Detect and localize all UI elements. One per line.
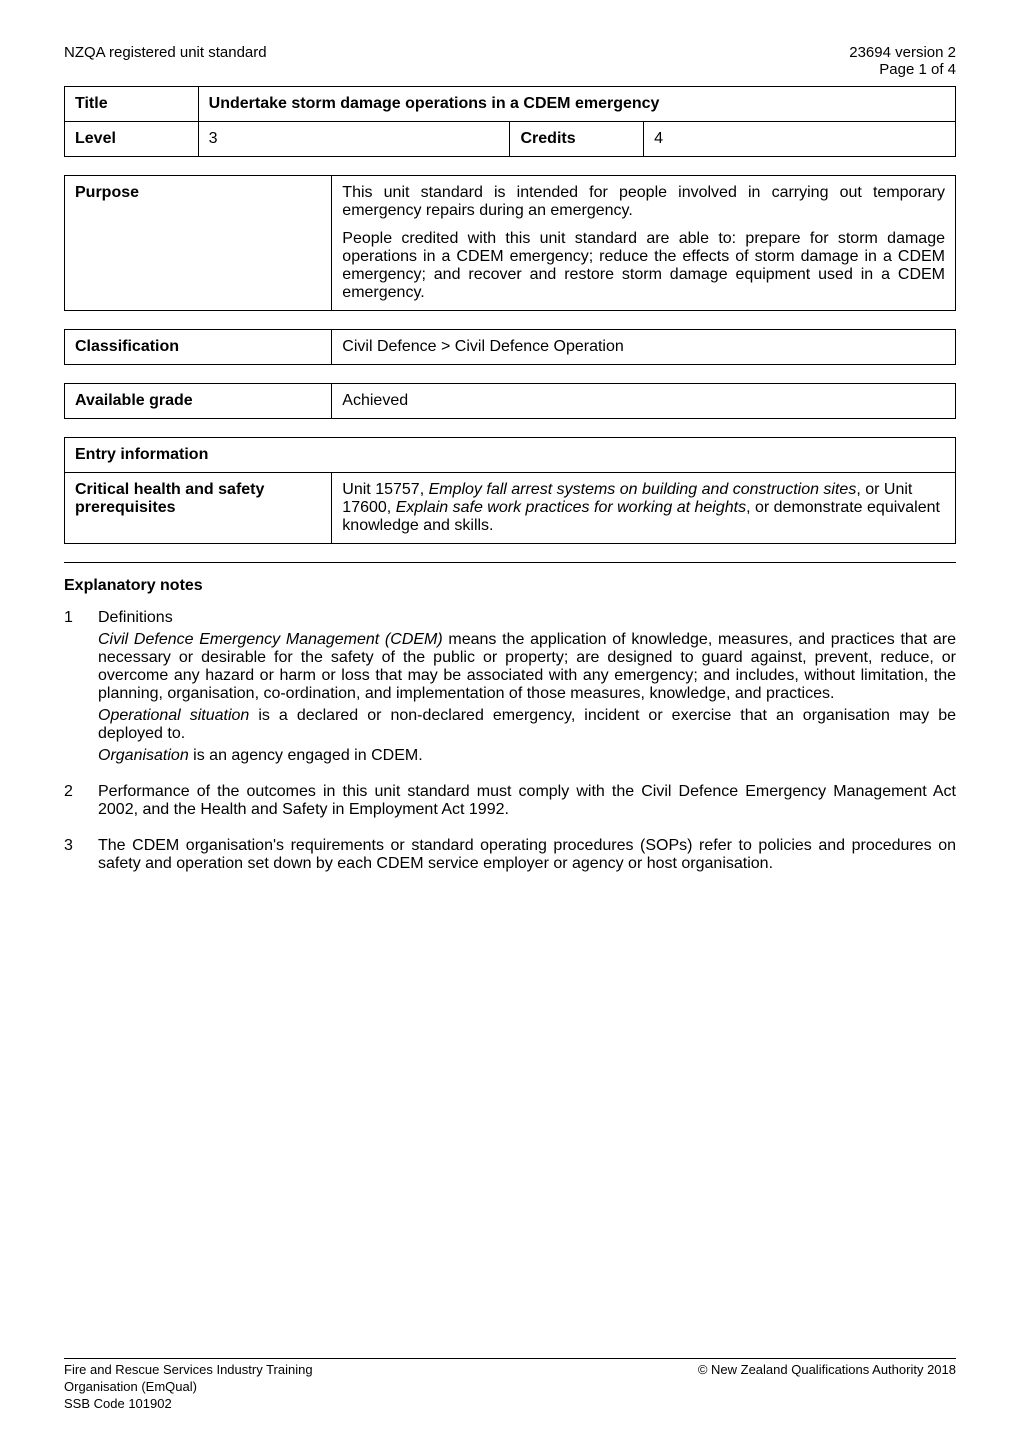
classification-value: Civil Defence > Civil Defence Operation xyxy=(332,330,956,365)
title-table: Title Undertake storm damage operations … xyxy=(64,86,956,157)
note-number: 3 xyxy=(64,837,98,877)
footer-right: © New Zealand Qualifications Authority 2… xyxy=(698,1362,956,1413)
note-number: 2 xyxy=(64,783,98,823)
grade-label: Available grade xyxy=(65,384,332,419)
explanatory-heading: Explanatory notes xyxy=(64,577,956,595)
note-2: 2 Performance of the outcomes in this un… xyxy=(64,783,956,823)
note1-defs-label: Definitions xyxy=(98,609,956,627)
note1-p3: Organisation is an agency engaged in CDE… xyxy=(98,747,956,765)
footer-left: Fire and Rescue Services Industry Traini… xyxy=(64,1362,313,1413)
note-1: 1 Definitions Civil Defence Emergency Ma… xyxy=(64,609,956,769)
note1-p2: Operational situation is a declared or n… xyxy=(98,707,956,743)
separator xyxy=(64,562,956,563)
credits-label: Credits xyxy=(510,122,644,157)
note-body: Performance of the outcomes in this unit… xyxy=(98,783,956,823)
header-standard-id: 23694 version 2 xyxy=(849,44,956,61)
credits-value: 4 xyxy=(644,122,956,157)
entry-heading: Entry information xyxy=(65,438,956,473)
purpose-table: Purpose This unit standard is intended f… xyxy=(64,175,956,311)
entry-row-value: Unit 15757, Employ fall arrest systems o… xyxy=(332,473,956,544)
level-value: 3 xyxy=(198,122,510,157)
header-page-num: Page 1 of 4 xyxy=(849,61,956,78)
note-3: 3 The CDEM organisation's requirements o… xyxy=(64,837,956,877)
purpose-body: This unit standard is intended for peopl… xyxy=(332,176,956,311)
purpose-label: Purpose xyxy=(65,176,332,311)
purpose-para1: This unit standard is intended for peopl… xyxy=(342,184,945,220)
entry-info-table: Entry information Critical health and sa… xyxy=(64,437,956,544)
purpose-para2: People credited with this unit standard … xyxy=(342,230,945,302)
title-label: Title xyxy=(65,87,199,122)
grade-table: Available grade Achieved xyxy=(64,383,956,419)
header-left: NZQA registered unit standard xyxy=(64,44,267,78)
header-right: 23694 version 2 Page 1 of 4 xyxy=(849,44,956,78)
note-body: Definitions Civil Defence Emergency Mana… xyxy=(98,609,956,769)
note-body: The CDEM organisation's requirements or … xyxy=(98,837,956,877)
note-number: 1 xyxy=(64,609,98,769)
classification-label: Classification xyxy=(65,330,332,365)
level-label: Level xyxy=(65,122,199,157)
classification-table: Classification Civil Defence > Civil Def… xyxy=(64,329,956,365)
explanatory-notes-list: 1 Definitions Civil Defence Emergency Ma… xyxy=(64,609,956,877)
title-value: Undertake storm damage operations in a C… xyxy=(198,87,955,122)
note1-p1: Civil Defence Emergency Management (CDEM… xyxy=(98,631,956,703)
grade-value: Achieved xyxy=(332,384,956,419)
page-header: NZQA registered unit standard 23694 vers… xyxy=(64,44,956,78)
page-footer: Fire and Rescue Services Industry Traini… xyxy=(64,1358,956,1413)
entry-row-label: Critical health and safety prerequisites xyxy=(65,473,332,544)
